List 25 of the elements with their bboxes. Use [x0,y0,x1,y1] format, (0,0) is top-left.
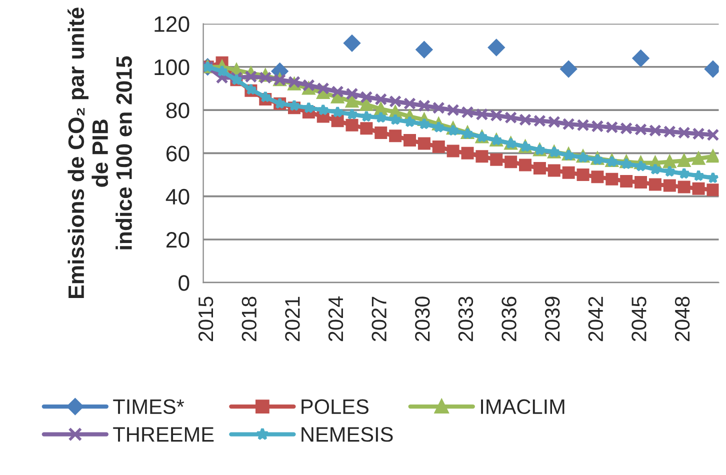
legend-label: NEMESIS [302,427,393,442]
legend-label: TIMES* [113,399,184,414]
x-tick-label: 2024 [328,296,344,342]
y-tick-label: 40 [166,188,190,205]
y-tick-label: 60 [166,146,190,162]
y-tick-label: 0 [178,275,190,291]
x-tick-label: 2021 [285,296,300,342]
legend-label: IMACLIM [481,399,564,414]
x-tick-label: 2030 [415,296,430,342]
x-tick-label: 2048 [674,296,690,342]
x-tick-label: 2039 [544,296,560,342]
x-tick-label: 2045 [632,296,646,342]
x-tick-label: 2027 [372,296,386,342]
x-tick-label: 2042 [588,296,604,342]
x-tick-label: 2018 [242,296,257,342]
y-tick-label: 120 [154,16,190,32]
x-tick-label: 2015 [198,296,214,342]
x-tick-label: 2036 [502,296,516,342]
legend-label: POLES [302,399,368,414]
y-axis-title: Emissions de CO₂ par unité de PIB indice 100 en 2015 [68,8,132,298]
legend-label: THREEME [113,427,214,442]
y-tick-label: 20 [166,232,190,248]
y-tick-label: 80 [166,102,190,118]
y-tick-label: 100 [154,59,190,76]
x-tick-label: 2033 [458,296,474,342]
